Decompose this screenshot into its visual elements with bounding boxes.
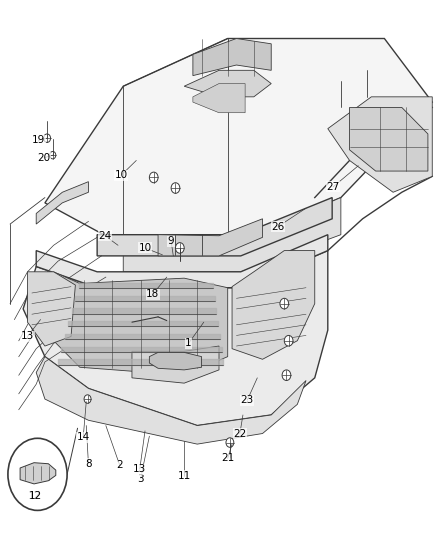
Polygon shape (28, 272, 75, 346)
Polygon shape (350, 108, 428, 171)
Text: 10: 10 (114, 171, 127, 180)
Text: 12: 12 (28, 490, 41, 500)
Text: 2: 2 (117, 461, 123, 470)
Circle shape (8, 438, 67, 511)
Text: 19: 19 (32, 135, 45, 146)
Polygon shape (132, 346, 219, 383)
Circle shape (49, 151, 56, 159)
Text: 27: 27 (326, 182, 339, 192)
Polygon shape (123, 198, 341, 272)
Text: 23: 23 (240, 395, 254, 405)
Text: 22: 22 (233, 429, 247, 439)
Circle shape (226, 438, 234, 447)
Polygon shape (158, 219, 262, 256)
Circle shape (176, 243, 184, 253)
Polygon shape (328, 97, 432, 192)
Polygon shape (36, 235, 328, 288)
Text: 11: 11 (177, 471, 191, 481)
Circle shape (44, 134, 50, 142)
Text: 20: 20 (38, 153, 51, 163)
Polygon shape (193, 84, 245, 113)
Circle shape (284, 335, 293, 346)
Polygon shape (97, 198, 332, 256)
Polygon shape (45, 38, 432, 245)
Text: 21: 21 (221, 454, 234, 463)
Circle shape (280, 298, 289, 309)
Polygon shape (184, 70, 271, 97)
Text: 9: 9 (168, 236, 174, 246)
Text: 1: 1 (185, 338, 192, 349)
Polygon shape (193, 38, 271, 76)
Text: 3: 3 (138, 474, 144, 483)
Text: 8: 8 (85, 459, 92, 469)
Text: 13: 13 (21, 332, 34, 342)
Polygon shape (232, 251, 315, 359)
Text: 24: 24 (99, 231, 112, 241)
Polygon shape (20, 463, 56, 484)
Text: 26: 26 (271, 222, 284, 232)
Text: 18: 18 (146, 289, 159, 299)
Text: 13: 13 (133, 464, 146, 474)
Polygon shape (36, 357, 306, 444)
Circle shape (171, 183, 180, 193)
Polygon shape (36, 182, 88, 224)
Text: 14: 14 (77, 432, 90, 442)
Circle shape (149, 172, 158, 183)
Polygon shape (53, 272, 228, 375)
Polygon shape (23, 251, 328, 425)
Circle shape (282, 370, 291, 381)
Polygon shape (149, 352, 201, 370)
Circle shape (84, 395, 91, 403)
Text: 10: 10 (138, 243, 152, 253)
Text: 12: 12 (29, 491, 42, 501)
